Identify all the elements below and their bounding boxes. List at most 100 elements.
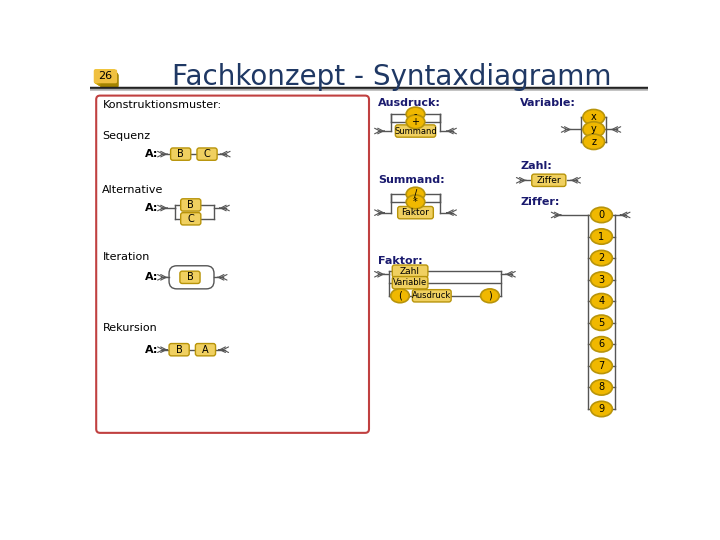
Text: Konstruktionsmuster:: Konstruktionsmuster: [102, 100, 222, 110]
Text: Variable: Variable [393, 278, 427, 287]
FancyBboxPatch shape [94, 70, 116, 84]
Text: Faktor: Faktor [402, 208, 429, 217]
Text: (: ( [398, 291, 402, 301]
Ellipse shape [406, 187, 425, 201]
FancyBboxPatch shape [99, 72, 117, 86]
Text: Zahl: Zahl [400, 267, 420, 275]
Text: B: B [186, 272, 194, 282]
FancyBboxPatch shape [413, 289, 451, 302]
Text: +: + [412, 117, 420, 127]
Text: Variable:: Variable: [520, 98, 576, 109]
Ellipse shape [590, 229, 612, 244]
FancyBboxPatch shape [169, 266, 214, 289]
Text: C: C [204, 149, 210, 159]
FancyBboxPatch shape [99, 73, 118, 86]
FancyBboxPatch shape [97, 71, 117, 85]
FancyBboxPatch shape [395, 125, 436, 137]
FancyBboxPatch shape [95, 70, 116, 84]
Text: y: y [591, 125, 597, 134]
FancyBboxPatch shape [181, 213, 201, 225]
Text: Ausdruck:: Ausdruck: [378, 98, 441, 109]
Ellipse shape [583, 122, 605, 137]
FancyBboxPatch shape [181, 199, 201, 211]
Ellipse shape [406, 115, 425, 129]
Text: A:: A: [145, 345, 158, 355]
Text: Ziffer:: Ziffer: [520, 197, 559, 207]
FancyBboxPatch shape [180, 271, 200, 284]
Text: 3: 3 [598, 275, 605, 285]
Ellipse shape [590, 251, 612, 266]
Ellipse shape [590, 401, 612, 417]
FancyBboxPatch shape [197, 148, 217, 160]
Text: *: * [413, 197, 418, 207]
Ellipse shape [590, 207, 612, 222]
Ellipse shape [583, 134, 605, 150]
Text: Iteration: Iteration [102, 252, 150, 262]
FancyBboxPatch shape [171, 148, 191, 160]
Text: 0: 0 [598, 210, 605, 220]
Text: Ziffer: Ziffer [536, 176, 561, 185]
FancyBboxPatch shape [169, 343, 189, 356]
Text: Summand:: Summand: [378, 176, 445, 185]
Text: 8: 8 [598, 382, 605, 393]
Text: 5: 5 [598, 318, 605, 328]
Ellipse shape [590, 294, 612, 309]
Text: 9: 9 [598, 404, 605, 414]
Ellipse shape [590, 272, 612, 287]
Text: ): ) [488, 291, 492, 301]
FancyBboxPatch shape [99, 73, 118, 87]
Text: B: B [177, 149, 184, 159]
Text: Faktor:: Faktor: [378, 256, 423, 266]
FancyBboxPatch shape [392, 265, 428, 278]
Text: A:: A: [145, 149, 158, 159]
Text: A:: A: [145, 272, 158, 282]
Ellipse shape [406, 195, 425, 209]
Text: Summand: Summand [394, 126, 437, 136]
FancyBboxPatch shape [397, 206, 433, 219]
FancyBboxPatch shape [96, 70, 116, 84]
Text: Ausdruck: Ausdruck [412, 291, 451, 300]
Text: Sequenz: Sequenz [102, 131, 150, 140]
Ellipse shape [590, 336, 612, 352]
Text: x: x [591, 112, 597, 122]
Text: Alternative: Alternative [102, 185, 163, 194]
FancyBboxPatch shape [97, 71, 117, 85]
FancyBboxPatch shape [102, 74, 119, 87]
Ellipse shape [583, 110, 605, 125]
Text: 2: 2 [598, 253, 605, 263]
FancyBboxPatch shape [98, 72, 117, 85]
FancyBboxPatch shape [101, 73, 118, 87]
Text: A: A [202, 345, 209, 355]
FancyBboxPatch shape [392, 276, 428, 289]
Text: A:: A: [145, 203, 158, 213]
Text: B: B [176, 345, 182, 355]
FancyBboxPatch shape [101, 73, 118, 87]
FancyBboxPatch shape [100, 73, 118, 87]
Ellipse shape [406, 107, 425, 121]
FancyBboxPatch shape [99, 72, 117, 86]
Ellipse shape [481, 289, 499, 303]
Text: 6: 6 [598, 339, 605, 349]
Text: C: C [187, 214, 194, 224]
Text: Zahl:: Zahl: [520, 161, 552, 171]
Text: /: / [414, 189, 417, 199]
Text: 1: 1 [598, 232, 605, 241]
Text: 4: 4 [598, 296, 605, 306]
FancyBboxPatch shape [94, 70, 116, 83]
Text: z: z [591, 137, 596, 147]
Text: 7: 7 [598, 361, 605, 371]
FancyBboxPatch shape [96, 96, 369, 433]
FancyBboxPatch shape [94, 70, 116, 84]
FancyBboxPatch shape [532, 174, 566, 186]
FancyBboxPatch shape [94, 70, 117, 83]
Text: Fachkonzept - Syntaxdiagramm: Fachkonzept - Syntaxdiagramm [173, 63, 612, 91]
Ellipse shape [590, 358, 612, 374]
FancyBboxPatch shape [96, 71, 117, 85]
Text: -: - [414, 109, 418, 119]
FancyBboxPatch shape [98, 72, 117, 86]
FancyBboxPatch shape [96, 71, 117, 84]
Ellipse shape [590, 380, 612, 395]
FancyBboxPatch shape [195, 343, 215, 356]
Text: 26: 26 [99, 71, 112, 82]
Ellipse shape [391, 289, 409, 303]
